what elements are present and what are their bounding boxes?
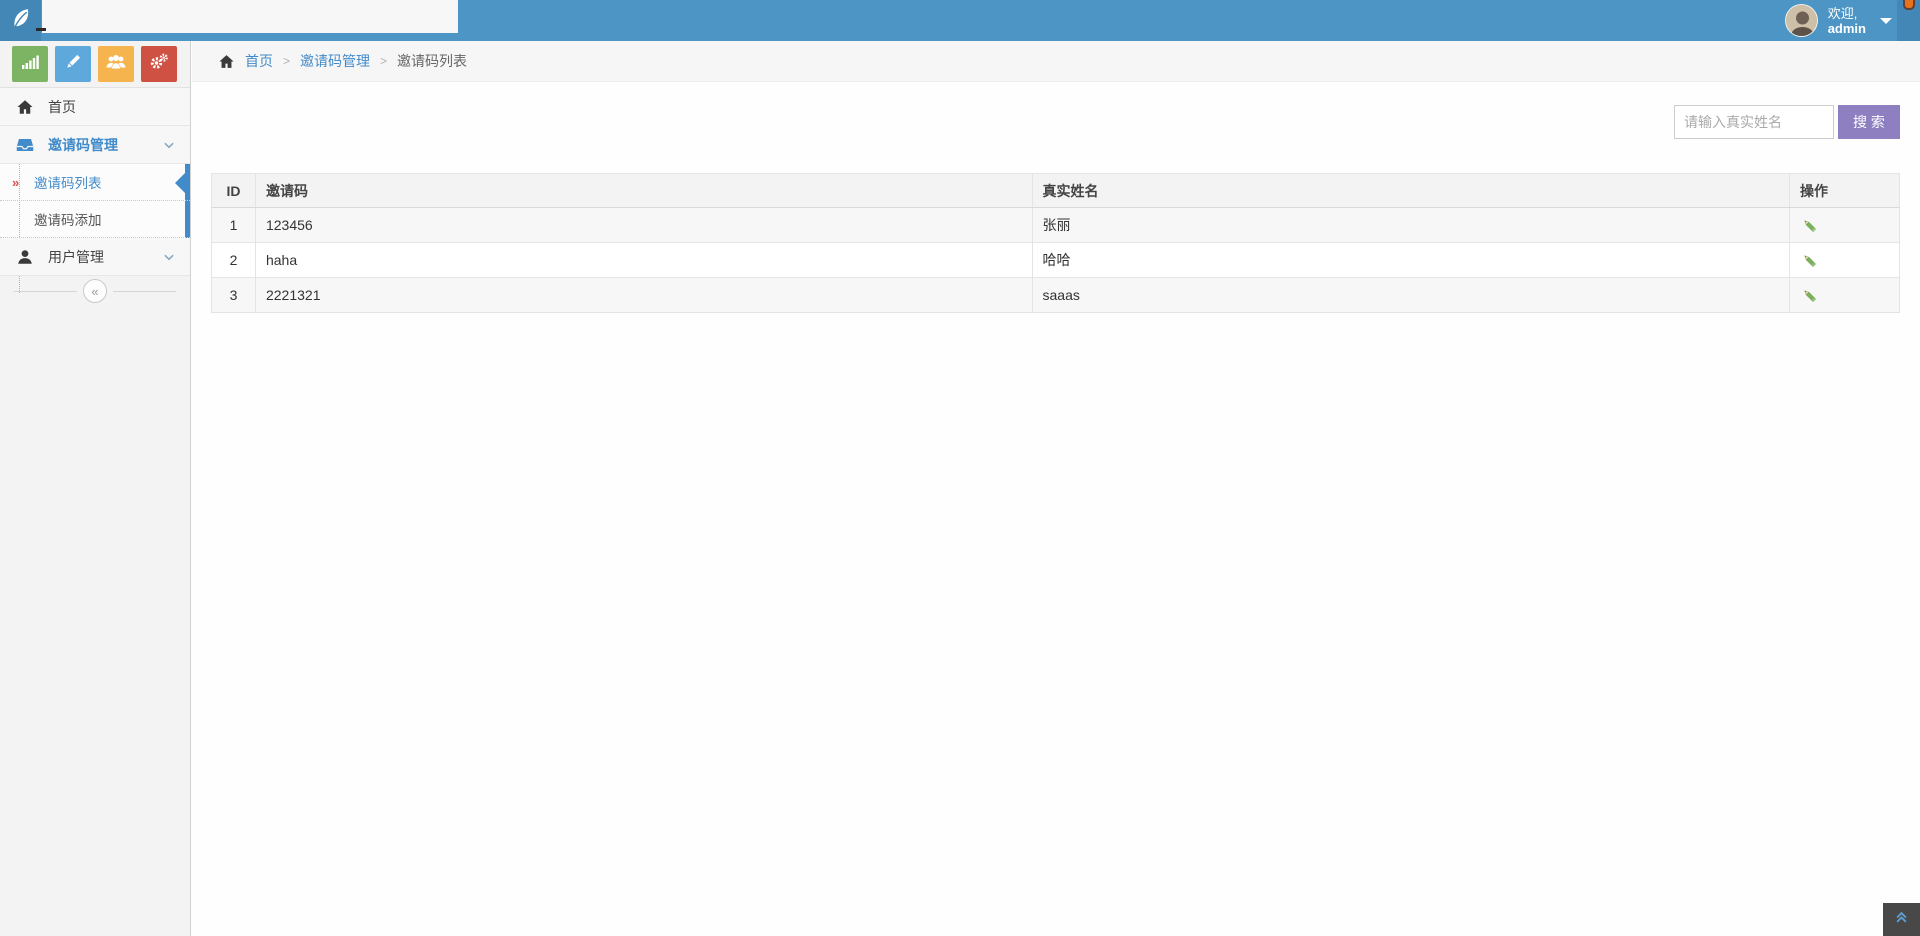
sidebar-group-user-management[interactable]: 用户管理 — [0, 238, 190, 276]
sidebar-item-invite-code-list[interactable]: » 邀请码列表 — [0, 164, 190, 201]
tree-connector-line — [19, 164, 20, 293]
avatar — [1784, 4, 1818, 37]
leaf-icon — [9, 6, 33, 35]
inbox-icon — [16, 136, 34, 154]
chart-shortcut-button[interactable] — [12, 46, 48, 82]
active-item-marker: » — [12, 174, 20, 190]
divider-line — [14, 290, 77, 292]
sidebar-item-home[interactable]: 首页 — [0, 88, 190, 126]
user-dropdown[interactable]: 欢迎, admin — [1784, 0, 1892, 41]
cell-id: 1 — [211, 207, 256, 243]
cell-code: 123456 — [254, 207, 1033, 243]
top-navbar: 欢迎, admin — [0, 0, 1920, 41]
column-header-id: ID — [211, 173, 256, 208]
column-header-name: 真实姓名 — [1031, 173, 1791, 208]
edit-shortcut-button[interactable] — [55, 46, 91, 82]
sidebar-group-invite-codes[interactable]: 邀请码管理 — [0, 126, 190, 164]
settings-shortcut-button[interactable] — [141, 46, 177, 82]
cell-name: 哈哈 — [1031, 242, 1791, 278]
cell-id: 3 — [211, 277, 256, 313]
user-icon — [16, 248, 34, 266]
navbar-corner — [1897, 0, 1920, 41]
welcome-label: 欢迎, — [1827, 5, 1858, 21]
breadcrumb: 首页 > 邀请码管理 > 邀请码列表 — [192, 41, 1920, 82]
sidebar: 首页 邀请码管理 » 邀请码列表 邀请码添加 — [0, 41, 191, 936]
main-content: 搜 索 ID 邀请码 真实姓名 操作 1 123456 张丽 — [192, 83, 1920, 936]
logo[interactable] — [0, 0, 41, 41]
welcome-text: 欢迎, admin — [1828, 6, 1866, 36]
chevron-down-icon — [162, 138, 176, 152]
invite-codes-submenu: » 邀请码列表 邀请码添加 — [0, 164, 190, 293]
cell-name: saaas — [1031, 277, 1791, 313]
navbar-white-panel — [42, 0, 458, 33]
breadcrumb-link-invite-management[interactable]: 邀请码管理 — [300, 53, 371, 69]
sidebar-subitem-label: 邀请码添加 — [34, 213, 102, 228]
column-header-code: 邀请码 — [254, 173, 1033, 208]
active-accent-bar — [185, 164, 190, 238]
breadcrumb-separator: > — [380, 54, 388, 68]
cell-id: 2 — [211, 242, 256, 278]
cell-code: haha — [254, 242, 1033, 278]
collapse-icon: « — [83, 279, 107, 303]
search-button[interactable]: 搜 索 — [1838, 105, 1900, 139]
sidebar-group-label: 邀请码管理 — [48, 136, 118, 153]
edit-button[interactable] — [1800, 251, 1818, 269]
breadcrumb-separator: > — [283, 54, 291, 68]
gears-icon — [149, 53, 169, 76]
sidebar-group-label: 用户管理 — [48, 248, 104, 265]
chevron-down-icon — [162, 250, 176, 264]
table-header-row: ID 邀请码 真实姓名 操作 — [211, 173, 1900, 208]
caret-down-icon — [1880, 17, 1892, 24]
column-header-actions: 操作 — [1789, 173, 1900, 208]
edit-button[interactable] — [1800, 216, 1818, 234]
search-bar: 搜 索 — [1674, 105, 1900, 139]
invite-code-table: ID 邀请码 真实姓名 操作 1 123456 张丽 — [211, 173, 1900, 313]
home-icon — [16, 98, 34, 116]
divider-line — [113, 290, 176, 292]
table-row: 1 123456 张丽 — [211, 207, 1900, 243]
pencil-icon — [64, 53, 82, 76]
breadcrumb-current: 邀请码列表 — [397, 53, 468, 69]
scroll-indicator — [1903, 0, 1915, 10]
back-to-top-button[interactable] — [1883, 903, 1920, 936]
sidebar-item-label: 首页 — [48, 98, 76, 115]
text-cursor — [36, 28, 46, 31]
username: admin — [1827, 20, 1866, 36]
search-input[interactable] — [1674, 105, 1834, 139]
users-icon — [106, 53, 126, 76]
shortcut-buttons — [0, 41, 190, 88]
double-chevron-up-icon — [1894, 910, 1909, 930]
table-row: 2 haha 哈哈 — [211, 242, 1900, 278]
users-shortcut-button[interactable] — [98, 46, 134, 82]
sidebar-collapse-button[interactable]: « — [0, 276, 190, 306]
table-row: 3 2221321 saaas — [211, 277, 1900, 313]
breadcrumb-link-home[interactable]: 首页 — [245, 53, 273, 69]
home-icon — [218, 53, 235, 70]
cell-code: 2221321 — [254, 277, 1033, 313]
sidebar-subitem-label: 邀请码列表 — [34, 176, 102, 191]
cell-name: 张丽 — [1031, 207, 1791, 243]
active-accent-tab — [175, 173, 185, 193]
edit-button[interactable] — [1800, 286, 1818, 304]
bar-chart-icon — [21, 53, 39, 76]
sidebar-item-invite-code-add[interactable]: 邀请码添加 — [0, 201, 190, 238]
